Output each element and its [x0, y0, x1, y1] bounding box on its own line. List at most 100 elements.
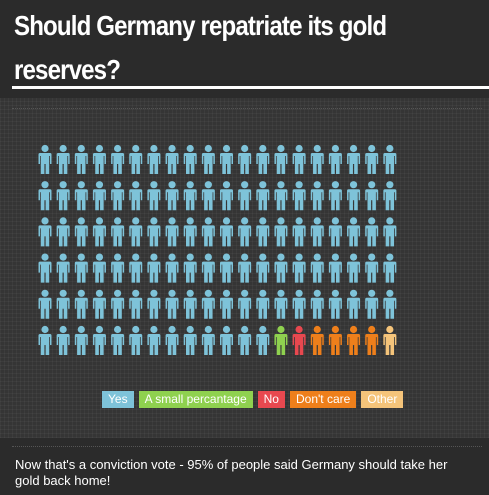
- legend-no: No: [257, 391, 285, 408]
- legend-yes: Yes: [102, 391, 134, 408]
- footer-divider: [12, 446, 482, 447]
- person-icon: [183, 144, 197, 174]
- person-icon: [347, 289, 361, 319]
- person-icon: [147, 325, 161, 355]
- person-icon: [365, 325, 379, 355]
- person-icon: [56, 217, 70, 247]
- person-icon: [165, 325, 179, 355]
- person-icon: [238, 289, 252, 319]
- person-icon: [165, 289, 179, 319]
- person-icon: [292, 253, 306, 283]
- person-icon: [383, 253, 397, 283]
- person-icon: [292, 325, 306, 355]
- person-icon: [256, 325, 270, 355]
- person-icon: [274, 181, 288, 211]
- person-icon: [201, 144, 215, 174]
- person-icon: [365, 289, 379, 319]
- person-icon: [38, 253, 52, 283]
- person-icon: [347, 325, 361, 355]
- person-icon: [328, 289, 342, 319]
- person-icon: [92, 325, 106, 355]
- person-icon: [220, 325, 233, 355]
- person-icon: [111, 325, 125, 355]
- person-icon: [238, 325, 252, 355]
- person-icon: [38, 181, 52, 211]
- person-icon: [111, 181, 125, 211]
- person-icon: [220, 181, 233, 211]
- person-icon: [165, 253, 179, 283]
- person-icon: [274, 217, 288, 247]
- person-icon: [56, 253, 70, 283]
- page-title: Should Germany repatriate its gold reser…: [14, 4, 418, 92]
- person-icon: [56, 144, 70, 174]
- legend-dont-care: Don't care: [289, 391, 357, 408]
- title-underline: [12, 86, 489, 89]
- person-icon: [183, 217, 197, 247]
- person-icon: [365, 181, 379, 211]
- person-icon: [111, 253, 125, 283]
- person-icon: [220, 289, 233, 319]
- person-icon: [111, 289, 125, 319]
- person-icon: [129, 253, 143, 283]
- person-icon: [183, 289, 197, 319]
- person-icon: [347, 144, 361, 174]
- person-icon: [38, 144, 52, 174]
- person-icon: [383, 144, 397, 174]
- person-icon: [56, 325, 70, 355]
- person-icon: [310, 181, 324, 211]
- person-icon: [165, 144, 179, 174]
- person-icon: [238, 217, 252, 247]
- person-icon: [147, 144, 161, 174]
- person-icon: [74, 144, 88, 174]
- person-icon: [347, 217, 361, 247]
- person-icon: [365, 144, 379, 174]
- person-icon: [129, 289, 143, 319]
- person-icon: [365, 217, 379, 247]
- person-icon: [256, 217, 270, 247]
- title-line-1: Should Germany repatriate its gold: [14, 10, 387, 41]
- person-icon: [292, 181, 306, 211]
- person-icon: [38, 325, 52, 355]
- person-icon: [165, 217, 179, 247]
- person-icon: [220, 144, 233, 174]
- person-icon: [201, 181, 215, 211]
- person-icon: [38, 217, 52, 247]
- person-icon: [274, 325, 288, 355]
- person-icon: [201, 253, 215, 283]
- person-icon: [111, 144, 125, 174]
- person-icon: [129, 181, 143, 211]
- person-icon: [183, 253, 197, 283]
- person-icon: [111, 217, 125, 247]
- legend: Yes A small percantage No Don't care Oth…: [102, 391, 404, 408]
- person-icon: [383, 181, 397, 211]
- person-icon: [274, 253, 288, 283]
- person-icon: [129, 217, 143, 247]
- person-icon: [310, 325, 324, 355]
- person-icon: [256, 144, 270, 174]
- person-icon: [201, 325, 215, 355]
- person-icon: [328, 325, 342, 355]
- person-icon: [274, 289, 288, 319]
- person-icon: [310, 289, 324, 319]
- person-icon: [129, 144, 143, 174]
- person-icon: [220, 253, 233, 283]
- person-icon: [74, 181, 88, 211]
- person-icon: [201, 217, 215, 247]
- person-icon: [292, 289, 306, 319]
- person-icon: [92, 289, 106, 319]
- person-icon: [38, 289, 52, 319]
- person-icon: [147, 181, 161, 211]
- person-icon: [220, 217, 233, 247]
- person-icon: [383, 289, 397, 319]
- caption: Now that's a conviction vote - 95% of pe…: [15, 457, 448, 488]
- person-icon: [56, 181, 70, 211]
- person-icon: [328, 253, 342, 283]
- person-icon: [92, 181, 106, 211]
- person-icon: [292, 144, 306, 174]
- person-icon: [383, 325, 397, 355]
- person-icon: [347, 181, 361, 211]
- person-icon: [147, 289, 161, 319]
- person-icon: [274, 144, 288, 174]
- person-icon: [201, 289, 215, 319]
- person-icon: [147, 217, 161, 247]
